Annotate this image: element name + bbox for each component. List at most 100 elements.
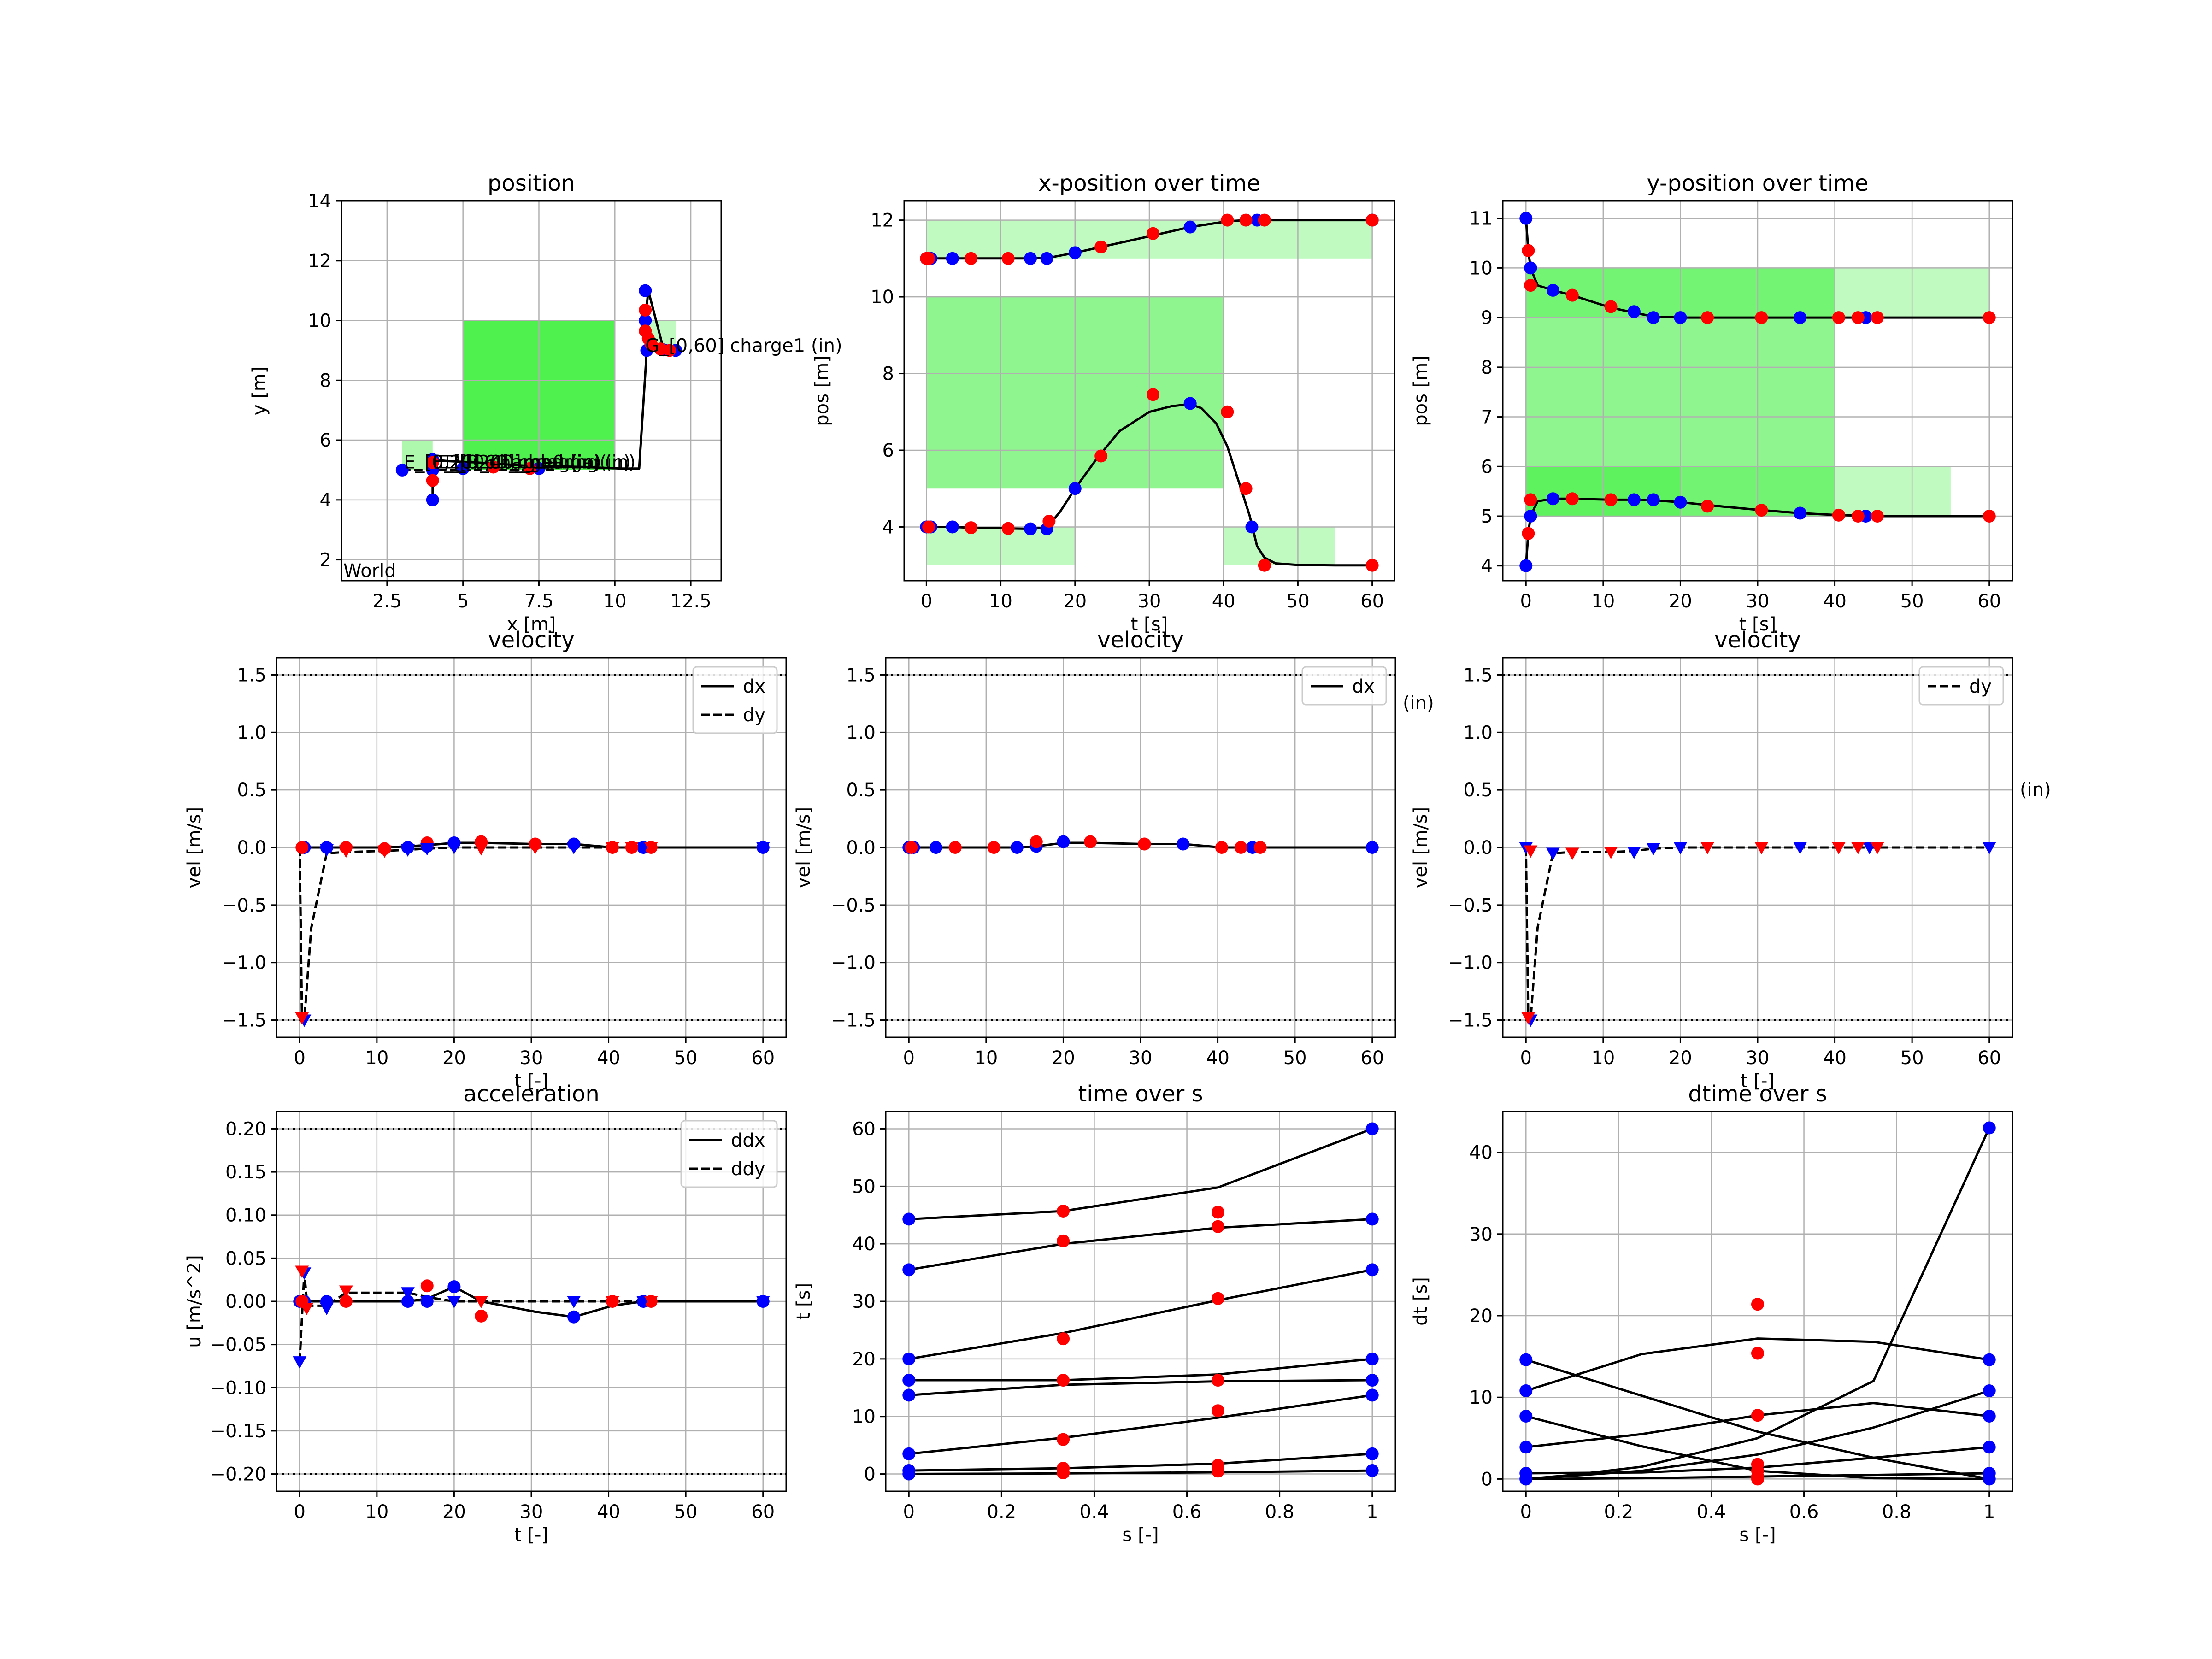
data-point — [447, 1280, 461, 1294]
y-tick-label: 8 — [320, 370, 331, 391]
data-point — [1030, 835, 1043, 848]
y-tick-label: 5 — [1481, 506, 1493, 527]
data-point — [902, 1352, 916, 1365]
x-tick-label: 50 — [1283, 1047, 1307, 1069]
data-point — [1211, 1206, 1224, 1219]
data-point — [1794, 506, 1807, 520]
data-point — [1982, 842, 1996, 854]
subplot-title: position — [488, 171, 575, 196]
data-point — [1245, 520, 1259, 534]
series-line — [909, 1358, 1372, 1382]
x-tick-label: 10 — [603, 591, 627, 612]
x-tick-label: 2.5 — [372, 591, 402, 612]
data-point — [1524, 279, 1537, 292]
x-tick-label: 30 — [1129, 1047, 1153, 1069]
axes-frame — [1502, 1111, 2013, 1492]
data-point — [1221, 213, 1234, 227]
y-axis-label: t [s] — [793, 1283, 814, 1320]
y-tick-label: 10 — [308, 311, 331, 332]
data-point — [1831, 842, 1846, 854]
data-point — [1983, 311, 1996, 324]
data-point — [624, 842, 639, 854]
data-point — [1024, 252, 1037, 265]
data-point — [1524, 261, 1537, 275]
data-point — [1627, 846, 1641, 859]
data-point — [1604, 300, 1618, 313]
data-point — [1040, 252, 1053, 265]
data-point — [644, 1296, 658, 1308]
series-line — [909, 1453, 1372, 1472]
data-point — [922, 520, 935, 534]
y-axis-label: pos [m] — [1410, 355, 1431, 426]
legend-label: dx — [743, 676, 765, 697]
data-point — [1057, 1462, 1070, 1475]
plot-area — [886, 658, 1395, 1037]
subplot-title: velocity — [1097, 627, 1184, 653]
data-point — [1365, 1263, 1379, 1277]
data-point — [1519, 1353, 1533, 1366]
x-tick-label: 12.5 — [671, 591, 712, 612]
x-axis-label: s [-] — [1739, 1524, 1776, 1546]
data-point — [1751, 1298, 1764, 1311]
y-tick-label: 6 — [320, 430, 331, 451]
data-point — [1221, 405, 1234, 418]
y-axis-label: y [m] — [249, 366, 270, 416]
data-point — [1522, 527, 1535, 540]
x-tick-label: 60 — [1977, 1047, 2001, 1069]
data-point — [1057, 1204, 1070, 1218]
data-point — [1701, 500, 1714, 513]
subplot-title: velocity — [488, 627, 575, 653]
data-point — [475, 1309, 488, 1323]
y-tick-label: 40 — [852, 1234, 876, 1255]
data-point — [1851, 842, 1865, 854]
y-tick-label: 0.0 — [1463, 837, 1493, 859]
data-point — [1870, 842, 1884, 854]
data-point — [1057, 1234, 1070, 1247]
data-point — [447, 1296, 461, 1308]
subplot-title: y-position over time — [1647, 171, 1868, 196]
x-tick-label: 30 — [1746, 1047, 1770, 1069]
x-tick-label: 60 — [1977, 591, 2001, 612]
data-point — [1001, 522, 1015, 535]
data-point — [1524, 845, 1538, 858]
data-point — [1546, 847, 1560, 860]
data-point — [1084, 835, 1097, 848]
y-tick-label: 1.0 — [1463, 722, 1493, 743]
y-axis-label: pos [m] — [812, 355, 833, 426]
legend-box — [1301, 666, 1387, 706]
data-point — [929, 841, 942, 854]
x-tick-label: 0.8 — [1265, 1501, 1294, 1523]
data-point — [1604, 493, 1618, 506]
data-point — [532, 462, 546, 475]
y-tick-label: 6 — [882, 440, 894, 461]
side-label: (in) — [1403, 693, 1434, 714]
legend-label: dy — [743, 705, 765, 726]
series-line — [1526, 1389, 1990, 1480]
x-tick-label: 30 — [1138, 591, 1161, 612]
y-tick-label: −0.05 — [210, 1335, 266, 1356]
data-point — [1519, 212, 1533, 225]
x-axis-label: s [-] — [1122, 1524, 1159, 1546]
data-point — [1211, 1374, 1224, 1387]
y-tick-label: 4 — [882, 517, 894, 538]
data-point — [1042, 514, 1056, 528]
corner-label: World — [343, 560, 396, 582]
data-point — [1832, 311, 1845, 324]
data-point — [528, 842, 542, 854]
data-point — [295, 1265, 309, 1278]
data-point — [663, 344, 676, 357]
data-point — [339, 845, 353, 858]
data-point — [1183, 397, 1197, 410]
y-tick-label: 1.5 — [1463, 665, 1493, 686]
y-tick-label: 7 — [1481, 407, 1493, 428]
data-point — [946, 520, 959, 534]
data-point — [946, 252, 959, 265]
data-point — [474, 843, 488, 856]
data-point — [1365, 1374, 1379, 1387]
series-line — [1525, 1337, 1990, 1392]
x-tick-label: 40 — [1212, 591, 1235, 612]
subplot-xpos: 0 10 20 30 40 50 60 4 6 8 10 12 x-position over time… — [812, 171, 1395, 635]
data-point — [1239, 213, 1253, 227]
